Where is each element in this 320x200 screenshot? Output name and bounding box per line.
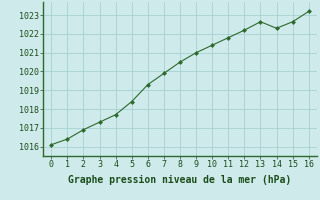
X-axis label: Graphe pression niveau de la mer (hPa): Graphe pression niveau de la mer (hPa) (68, 175, 292, 185)
